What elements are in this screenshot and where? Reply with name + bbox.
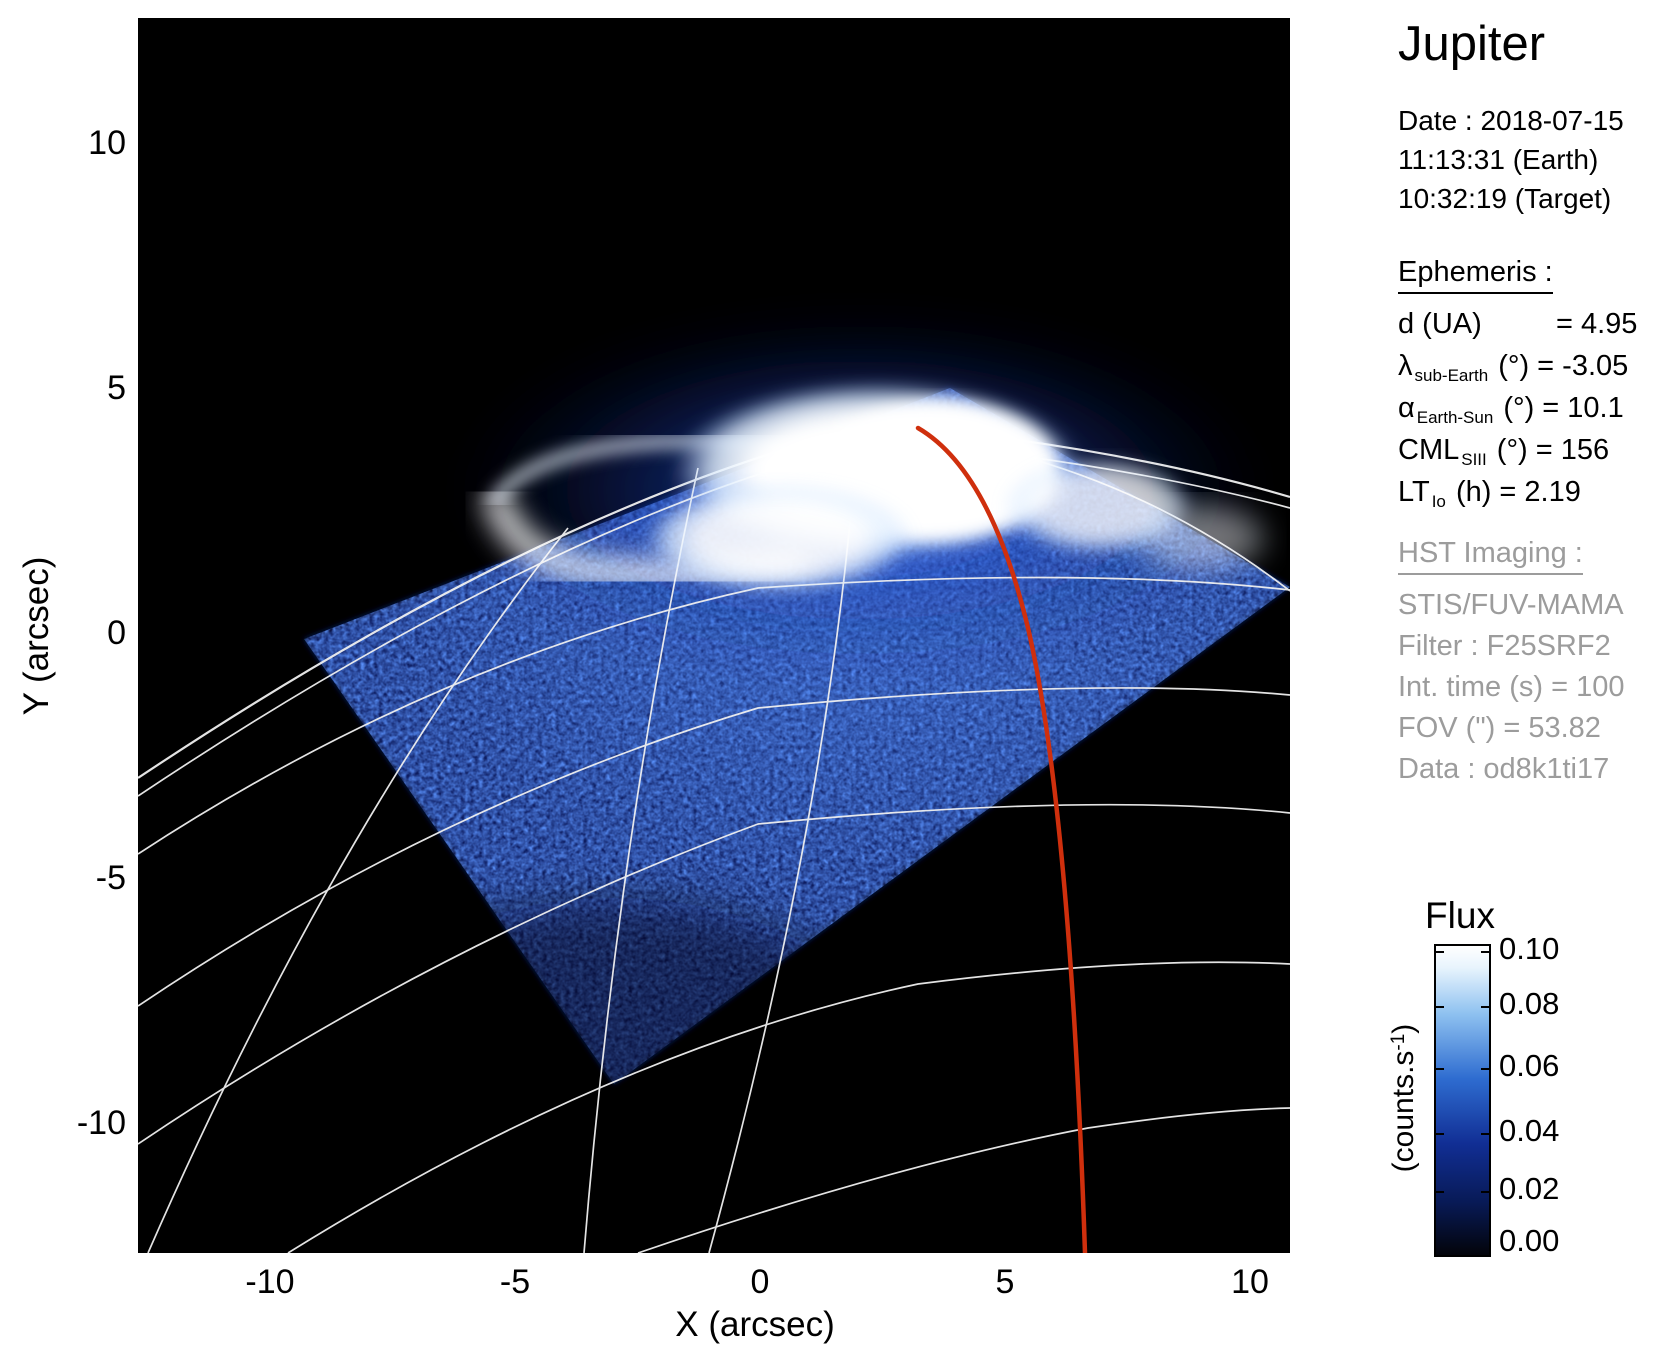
hst-section: HST Imaging : STIS/FUV-MAMA Filter : F25… [1398, 537, 1624, 790]
ephemeris-row-unit: (h) [1447, 476, 1492, 508]
colorbar-tick-label: 0.10 [1499, 931, 1560, 966]
obs-target-time: 10:32:19 (Target) [1398, 183, 1612, 214]
aurora-core [484, 382, 1272, 593]
ephemeris-row-unit: (°) [1488, 434, 1528, 466]
latitude-arc [138, 687, 1290, 1007]
ephemeris-row-value: = 10.1 [1542, 392, 1624, 424]
ephemeris-row-subscript: Io [1431, 492, 1446, 511]
colorbar-unit-label: (counts.s-1) [1387, 948, 1425, 1248]
ephemeris-row: λ sub-Earth (°) = -3.05 [1398, 345, 1637, 387]
latitude-arc [138, 803, 1290, 1145]
colorbar-tick [1481, 1133, 1489, 1135]
plot-area [138, 18, 1290, 1253]
ephemeris-section: Ephemeris : d (UA) = 4.95 λ sub-Earth (°) =… [1398, 256, 1637, 513]
colorbar-tick [1481, 1191, 1489, 1193]
page-title: Jupiter [1398, 17, 1546, 71]
ephemeris-header: Ephemeris : [1398, 256, 1553, 294]
red-track [915, 425, 1088, 1253]
ephemeris-row-label: LT [1398, 476, 1430, 508]
colorbar-unit-pre: (counts.s [1387, 1050, 1420, 1173]
ephemeris-row-subscript: SIII [1461, 450, 1487, 469]
x-axis-label: X (arcsec) [675, 1305, 835, 1344]
y-axis-tick-label: -10 [76, 1104, 126, 1142]
ephemeris-row: LT Io (h) = 2.19 [1398, 471, 1637, 513]
colorbar-tick [1481, 1006, 1489, 1008]
ephemeris-row-value: = 156 [1535, 434, 1610, 466]
ephemeris-row: d (UA) = 4.95 [1398, 303, 1637, 345]
y-axis-tick-label: -5 [95, 859, 126, 897]
ephemeris-row-unit: (°) [1490, 350, 1530, 382]
colorbar-unit-post: ) [1387, 1023, 1420, 1034]
obs-datetime: Date : 2018-07-15 11:13:31 (Earth) 10:32… [1398, 101, 1624, 218]
colorbar-tick [1436, 1133, 1444, 1135]
colorbar-tick [1436, 1006, 1444, 1008]
y-axis-tick-label: 10 [88, 124, 126, 162]
hst-line: Int. time (s) = 100 [1398, 671, 1625, 703]
ephemeris-row-subscript: Earth-Sun [1416, 408, 1494, 427]
ephemeris-row-value: = 4.95 [1556, 308, 1638, 340]
colorbar-gradient [1434, 944, 1491, 1257]
obs-earth-time: 11:13:31 (Earth) [1398, 144, 1599, 175]
hst-line: Filter : F25SRF2 [1398, 630, 1611, 662]
colorbar-tick [1481, 951, 1489, 953]
ephemeris-row-value: = 2.19 [1499, 476, 1581, 508]
x-axis-tick-label: 10 [1231, 1263, 1269, 1301]
colorbar-tick-label: 0.04 [1499, 1113, 1560, 1148]
colorbar-title: Flux [1425, 895, 1495, 936]
y-axis-tick-label: 0 [107, 614, 126, 652]
hst-line: STIS/FUV-MAMA [1398, 589, 1624, 621]
colorbar-tick-label: 0.06 [1499, 1048, 1560, 1083]
obs-date-line: Date : 2018-07-15 [1398, 105, 1624, 136]
meridian-line [147, 527, 569, 1253]
ephemeris-row: CML SIII (°) = 156 [1398, 429, 1637, 471]
plot-canvas [138, 310, 1290, 1253]
hst-line: FOV (") = 53.82 [1398, 712, 1601, 744]
colorbar-tick-label: 0.02 [1499, 1171, 1560, 1206]
y-axis-tick-label: 5 [107, 369, 126, 407]
latitude-arc [637, 1107, 1290, 1253]
ephemeris-row-unit: (°) [1495, 392, 1535, 424]
colorbar-tick [1436, 1068, 1444, 1070]
latitude-arc [287, 961, 1290, 1253]
x-axis-tick-label: 5 [995, 1263, 1015, 1301]
ephemeris-row-subscript: sub-Earth [1414, 366, 1489, 385]
ephemeris-row-label: α [1398, 392, 1415, 424]
colorbar-tick [1481, 1068, 1489, 1070]
x-axis-tick-label: -10 [245, 1263, 295, 1301]
colorbar-tick [1436, 951, 1444, 953]
colorbar-unit-sup: -1 [1388, 1033, 1409, 1051]
colorbar-tick-label: 0.00 [1499, 1223, 1560, 1258]
hst-line: Data : od8k1ti17 [1398, 753, 1610, 785]
ephemeris-row-label: λ [1398, 350, 1413, 382]
colorbar-tick-label: 0.08 [1499, 986, 1560, 1021]
x-axis-tick-label: -5 [499, 1263, 531, 1301]
ephemeris-row-value: = -3.05 [1537, 350, 1629, 382]
x-axis-tick-label: 0 [750, 1263, 770, 1301]
colorbar-tick [1436, 1191, 1444, 1193]
y-axis-label: Y (arcsec) [17, 556, 56, 716]
ephemeris-row: α Earth-Sun (°) = 10.1 [1398, 387, 1637, 429]
ephemeris-row-label: CML [1398, 434, 1460, 466]
ephemeris-row-label: d (UA) [1398, 308, 1482, 340]
hst-header: HST Imaging : [1398, 537, 1583, 575]
